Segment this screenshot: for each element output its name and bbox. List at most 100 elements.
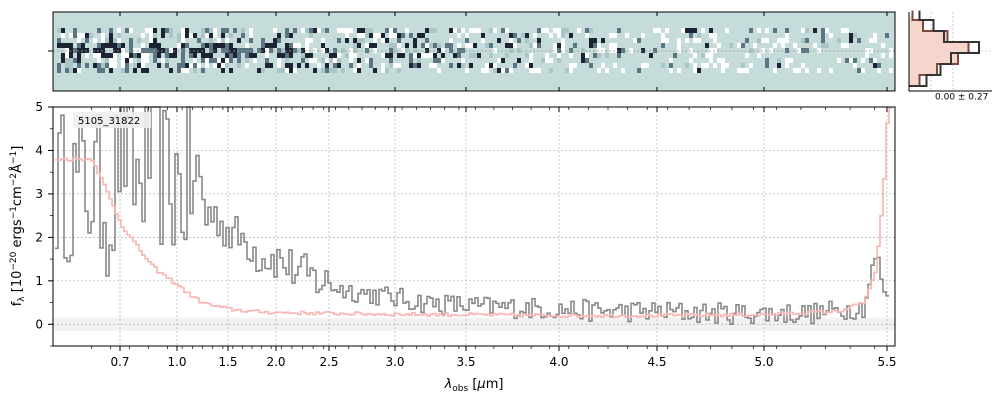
spectrum-2d-pixel [397,53,401,58]
spectrum-2d-pixel [557,43,561,48]
spectrum-2d-pixel [613,48,617,53]
spectrum-2d-pixel [729,43,733,48]
spectrum-2d-pixel [129,48,133,53]
spectrum-2d-pixel [213,63,217,68]
spectrum-2d-pixel [425,43,429,48]
spectrum-2d-pixel [389,38,393,43]
spectrum-2d-pixel [237,63,241,68]
spectrum-2d-pixel [185,28,189,33]
spectrum-2d-pixel [641,33,645,38]
spectrum-2d-pixel [237,53,241,58]
spectrum-2d-pixel [165,53,169,58]
spectrum-2d-pixel [669,58,673,63]
spectrum-2d-pixel [501,58,505,63]
spectrum-2d-pixel [477,53,481,58]
spectrum-2d-pixel [185,63,189,68]
spectrum-2d-pixel [81,48,85,53]
spectrum-2d-pixel [97,43,101,48]
spectrum-2d-pixel [493,63,497,68]
spectrum-2d-pixel [781,38,785,43]
spectrum-2d-pixel [537,38,541,43]
spectrum-2d-pixel [193,33,197,38]
spectrum-2d-pixel [561,43,565,48]
spectrum-2d-pixel [449,28,453,33]
spectrum-2d-pixel [165,28,169,33]
y-label-mid2: cm [10,186,25,206]
spectrum-2d-pixel [585,28,589,33]
spectrum-2d-pixel [633,48,637,53]
spectrum-2d-pixel [177,68,181,73]
spectrum-2d-pixel [665,63,669,68]
spectrum-2d-pixel [153,33,157,38]
spectrum-2d-pixel [437,68,441,73]
spectrum-2d-pixel [101,48,105,53]
spectrum-2d-pixel [301,48,305,53]
spectrum-2d-pixel [685,38,689,43]
spectrum-2d-pixel [609,33,613,38]
spectrum-2d-background [53,12,895,91]
spectrum-2d-pixel [329,33,333,38]
spectrum-2d-pixel [277,63,281,68]
spectrum-2d-pixel [773,28,777,33]
spectrum-2d-pixel [69,33,73,38]
spectrum-2d-pixel [165,48,169,53]
y-label-mid1: ergs [10,219,25,251]
spectrum-2d-pixel [761,38,765,43]
spectrum-2d-pixel [677,43,681,48]
spectrum-2d-pixel [393,63,397,68]
spectrum-2d-pixel [397,38,401,43]
spectrum-2d-pixel [209,33,213,38]
spectrum-2d-pixel [89,33,93,38]
spectrum-2d-pixel [585,33,589,38]
spectrum-2d-pixel [65,63,69,68]
spectrum-2d-pixel [73,28,77,33]
spectrum-2d-pixel [677,38,681,43]
spectrum-2d-pixel [549,33,553,38]
spectrum-2d-pixel [621,68,625,73]
spectrum-2d-pixel [689,58,693,63]
spectrum-2d-pixel [449,48,453,53]
spectrum-2d-pixel [373,68,377,73]
spectrum-2d-pixel [77,48,81,53]
spectrum-2d-pixel [877,68,881,73]
spectrum-2d-pixel [549,68,553,73]
spectrum-1d-series [55,106,892,326]
spectrum-2d-pixel [97,53,101,58]
spectrum-2d-pixel [469,53,473,58]
spectrum-2d-pixel [289,63,293,68]
spectrum-2d-pixel [205,58,209,63]
spectrum-2d-pixel [417,33,421,38]
y-label-f: f [10,301,25,306]
spectrum-2d-pixel [885,33,889,38]
spectrum-2d-pixel [873,63,877,68]
spectrum-2d-pixels [57,28,893,73]
spectrum-2d-pixel [693,53,697,58]
spectrum-2d-pixel [617,53,621,58]
spectrum-2d-pixel [765,58,769,63]
spectrum-2d-pixel [889,48,893,53]
spectrum-2d-pixel [145,58,149,63]
spectrum-2d-pixel [101,38,105,43]
spectrum-2d-pixel [173,53,177,58]
spectrum-2d-pixel [437,48,441,53]
spectrum-2d-pixel [705,43,709,48]
spectrum-2d-pixel [137,63,141,68]
spectrum-2d-pixel [433,28,437,33]
spectrum-2d-pixel [709,53,713,58]
spectrum-2d-pixel [201,43,205,48]
spectrum-2d-pixel [765,38,769,43]
spectrum-2d-pixel [265,48,269,53]
spectrum-2d-pixel [389,33,393,38]
spectrum-2d-pixel [737,43,741,48]
spectrum-2d-pixel [569,53,573,58]
x-tick-label: 4.5 [647,355,666,369]
spectrum-2d-pixel [121,63,125,68]
spectrum-2d-pixel [117,28,121,33]
spectrum-2d-pixel [281,48,285,53]
spectrum-2d-pixel [225,43,229,48]
spectrum-2d-pixel [457,28,461,33]
spectrum-2d-pixel [309,33,313,38]
spectrum-2d-pixel [633,38,637,43]
spectrum-2d-pixel [105,43,109,48]
spectrum-2d-pixel [665,33,669,38]
